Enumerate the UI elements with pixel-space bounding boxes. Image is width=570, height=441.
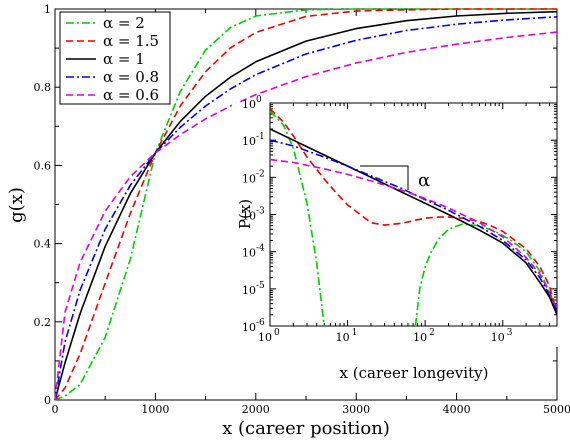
legend: α = 2α = 1.5α = 1α = 0.8α = 0.6 <box>59 11 171 105</box>
main-y-tick-label: 0.6 <box>34 159 52 172</box>
main-x-tick-label: 5000 <box>543 403 570 416</box>
inset-y-tick-label: 10 <box>242 172 256 185</box>
main-x-tick-label: 2000 <box>242 403 270 416</box>
main-y-tick-label: 0.4 <box>34 238 52 251</box>
inset-y-tick-label: 10 <box>242 135 256 148</box>
inset-series-line-0-0 <box>270 110 325 326</box>
main-x-tick-label: 3000 <box>342 403 370 416</box>
main-x-tick-label: 1000 <box>141 403 169 416</box>
inset-series <box>270 108 557 326</box>
inset-series-line-2-0 <box>270 128 557 316</box>
main-y-tick-label: 1 <box>44 3 51 16</box>
main-y-tick-label: 0.8 <box>34 81 52 94</box>
main-x-tick-label: 4000 <box>443 403 471 416</box>
inset-y-tick-exponent: -3 <box>256 207 265 217</box>
main-y-tick-label: 0.2 <box>34 316 52 329</box>
inset-plot-background <box>232 103 558 347</box>
main-x-axis-label: x (career position) <box>222 418 390 439</box>
inset-series-line-3-0 <box>270 139 557 312</box>
inset-y-tick-exponent: 0 <box>256 95 262 105</box>
main-series-line-2 <box>54 10 558 401</box>
inset-y-tick-exponent: -2 <box>256 169 265 179</box>
inset-y-tick-exponent: -4 <box>256 244 265 254</box>
inset-x-tick-label: 10 <box>491 331 505 344</box>
inset-x-tick-exponent: 3 <box>507 328 513 338</box>
main-series <box>54 8 558 401</box>
inset-series-line-1-0 <box>270 108 557 316</box>
inset-y-axis-label: P(x) <box>236 199 254 229</box>
main-x-tick-label: 0 <box>52 403 59 416</box>
legend-items: α = 2α = 1.5α = 1α = 0.8α = 0.6 <box>66 14 159 104</box>
inset-x-tick-exponent: 0 <box>274 328 280 338</box>
slope-annotation-bracket <box>360 165 409 190</box>
inset-y-tick-label: 10 <box>242 98 256 111</box>
legend-label-1: α = 1.5 <box>103 32 159 50</box>
legend-label-2: α = 1 <box>103 50 145 68</box>
inset-x-tick-label: 10 <box>413 331 427 344</box>
inset-x-tick-label: 10 <box>258 331 272 344</box>
main-y-tick-label: 0 <box>44 394 51 407</box>
legend-label-3: α = 0.8 <box>103 68 159 86</box>
inset-x-axis-label: x (career longevity) <box>340 364 489 382</box>
legend-label-0: α = 2 <box>103 14 145 32</box>
main-y-axis-label: g(x) <box>6 187 27 223</box>
main-series-line-4 <box>54 31 558 401</box>
inset-x-tick-exponent: 1 <box>352 328 358 338</box>
inset-y-tick-label: 10 <box>242 284 256 297</box>
inset-y-tick-label: 10 <box>242 247 256 260</box>
inset-x-tick-exponent: 2 <box>429 328 435 338</box>
inset-x-tick-label: 10 <box>336 331 350 344</box>
inset-y-tick-label: 10 <box>242 321 256 334</box>
inset-y-tick-label: 10 <box>242 210 256 223</box>
inset-series-line-4-0 <box>270 158 557 309</box>
legend-box <box>59 11 171 105</box>
main-series-line-1 <box>54 8 557 401</box>
inset-y-tick-exponent: -5 <box>256 281 265 291</box>
inset-plot: 10 0 10 1 10 2 10 310 -610 -510 -410 -310 -210 -110 0 … <box>232 95 558 382</box>
main-series-line-3 <box>54 16 558 401</box>
inset-y-tick-exponent: -1 <box>256 132 265 142</box>
inset-y-tick-exponent: -6 <box>256 318 265 328</box>
legend-label-4: α = 0.6 <box>103 86 159 104</box>
slope-annotation-alpha: α <box>418 170 430 191</box>
